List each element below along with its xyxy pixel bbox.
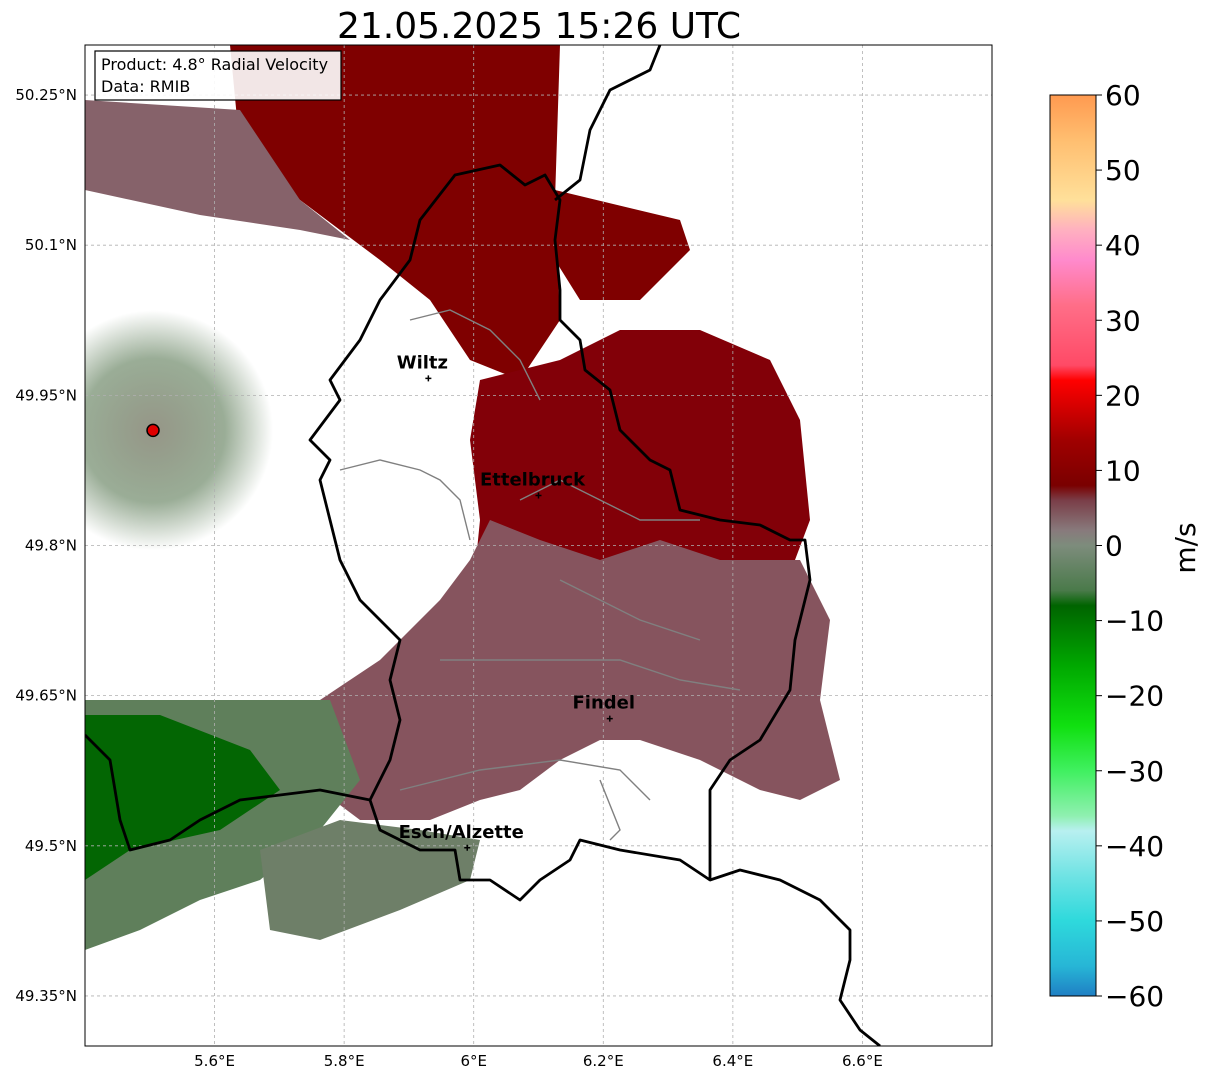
info-data-source: Data: RMIB	[101, 77, 190, 96]
x-tick-label: 6.6°E	[842, 1052, 883, 1070]
figure-title: 21.05.2025 15:26 UTC	[337, 6, 741, 47]
city-marker	[425, 375, 432, 382]
map-panel: Wiltz Ettelbruck Findel Esch/Alzette	[85, 45, 992, 1046]
y-tick-label: 49.65°N	[15, 687, 77, 705]
luxembourg-border	[308, 163, 812, 902]
x-tick-label: 5.6°E	[194, 1052, 235, 1070]
y-tick-label: 49.5°N	[25, 837, 77, 855]
colorbar-tick-label: 40	[1105, 229, 1141, 262]
city-findel: Findel	[572, 693, 635, 722]
info-product: Product: 4.8° Radial Velocity	[101, 55, 328, 74]
radar-site-marker	[146, 423, 160, 438]
near-zero-band-northwest	[85, 100, 350, 240]
france-belgium-border	[85, 734, 371, 852]
belgium-germany-border	[554, 45, 662, 202]
colorbar-tick-label: −10	[1105, 605, 1164, 638]
colorbar-tick-label: 50	[1105, 154, 1141, 187]
x-axis-ticks: 5.6°E 5.8°E 6°E 6.2°E 6.4°E 6.6°E	[194, 1052, 883, 1070]
radar-clutter-disc	[85, 310, 273, 551]
city-marker	[535, 492, 542, 499]
x-tick-label: 5.8°E	[324, 1052, 365, 1070]
y-tick-label: 49.35°N	[15, 987, 77, 1005]
city-markers: Wiltz Ettelbruck Findel Esch/Alzette	[397, 352, 635, 851]
x-tick-label: 6°E	[460, 1052, 487, 1070]
colorbar-ticks: 60 50 40 30 20 10 0 −10 −20 −30 −40 −50 −60	[1096, 79, 1164, 1013]
y-tick-label: 49.8°N	[25, 537, 77, 555]
colorbar-tick-label: 30	[1105, 304, 1141, 337]
city-label: Findel	[572, 693, 635, 714]
x-tick-label: 6.4°E	[712, 1052, 753, 1070]
colorbar-fill	[1049, 94, 1097, 997]
info-box: Product: 4.8° Radial Velocity Data: RMIB	[94, 50, 342, 101]
colorbar-label: m/s	[1169, 522, 1202, 573]
city-label: Wiltz	[397, 352, 448, 373]
germany-france-border	[709, 868, 881, 1046]
colorbar-tick-label: −30	[1105, 755, 1164, 788]
receding-band-north	[230, 45, 560, 380]
city-wiltz: Wiltz	[397, 352, 448, 382]
country-borders	[85, 45, 881, 1046]
colorbar-tick-label: −20	[1105, 680, 1164, 713]
city-label: Ettelbruck	[480, 469, 586, 490]
colorbar-tick-label: 20	[1105, 379, 1141, 412]
city-ettelbruck: Ettelbruck	[480, 469, 586, 499]
city-label: Esch/Alzette	[399, 822, 524, 843]
y-tick-label: 50.1°N	[25, 236, 77, 254]
approaching-core-southwest	[85, 715, 280, 880]
near-zero-body-south	[320, 520, 840, 820]
city-esch-alzette: Esch/Alzette	[399, 822, 524, 851]
y-tick-label: 50.25°N	[15, 86, 77, 104]
receding-band-northeast	[555, 190, 690, 300]
canton-borders	[339, 309, 741, 841]
colorbar-tick-label: −60	[1105, 980, 1164, 1013]
city-marker	[606, 715, 613, 722]
colorbar-tick-label: 0	[1105, 530, 1123, 563]
colorbar-tick-label: −50	[1105, 905, 1164, 938]
y-axis-ticks: 50.25°N 50.1°N 49.95°N 49.8°N 49.65°N 49.5°N 4…	[15, 86, 77, 1005]
y-tick-label: 49.95°N	[15, 386, 77, 404]
colorbar-tick-label: 10	[1105, 454, 1141, 487]
colorbar-tick-label: 60	[1105, 79, 1141, 112]
map-frame	[84, 44, 993, 1047]
colorbar: 60 50 40 30 20 10 0 −10 −20 −30 −40 −50 −60 m/s	[1049, 79, 1202, 1013]
x-tick-label: 6.2°E	[583, 1052, 624, 1070]
city-marker	[464, 844, 471, 851]
colorbar-tick-label: −40	[1105, 830, 1164, 863]
